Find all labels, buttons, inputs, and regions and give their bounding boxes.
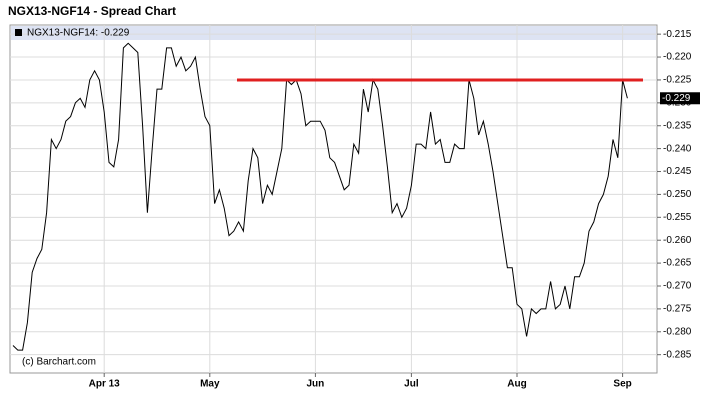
y-tick-label: -0.280 xyxy=(663,326,692,337)
credit: (c) Barchart.com xyxy=(22,357,96,368)
y-tick-label: -0.215 xyxy=(663,29,692,40)
y-tick-label: -0.270 xyxy=(663,281,692,292)
y-tick-label: -0.225 xyxy=(663,75,692,86)
chart-title: NGX13-NGF14 - Spread Chart xyxy=(8,4,176,18)
x-tick-label: May xyxy=(200,379,220,390)
y-tick-label: -0.260 xyxy=(663,235,692,246)
y-tick-label: -0.250 xyxy=(663,189,692,200)
legend-swatch xyxy=(15,29,22,36)
x-tick-label: Jun xyxy=(307,379,325,390)
x-tick-label: Aug xyxy=(507,379,526,390)
y-tick-label: -0.265 xyxy=(663,258,692,269)
y-tick-label: -0.285 xyxy=(663,349,692,360)
y-tick-label: -0.255 xyxy=(663,212,692,223)
y-tick-label: -0.235 xyxy=(663,120,692,131)
legend-band xyxy=(11,26,656,40)
x-tick-label: Jul xyxy=(404,379,419,390)
last-value-label: -0.229 xyxy=(662,93,691,104)
x-tick-label: Apr 13 xyxy=(89,379,121,390)
last-value-box xyxy=(660,92,700,105)
legend-text: NGX13-NGF14: -0.229 xyxy=(27,28,130,39)
y-tick-label: -0.240 xyxy=(663,143,692,154)
y-tick-label: -0.275 xyxy=(663,304,692,315)
y-tick-label: -0.220 xyxy=(663,52,692,63)
y-tick-label: -0.245 xyxy=(663,166,692,177)
marks xyxy=(12,42,643,351)
series-line xyxy=(12,42,628,351)
x-tick-label: Sep xyxy=(613,379,631,390)
plot-area xyxy=(9,24,658,374)
